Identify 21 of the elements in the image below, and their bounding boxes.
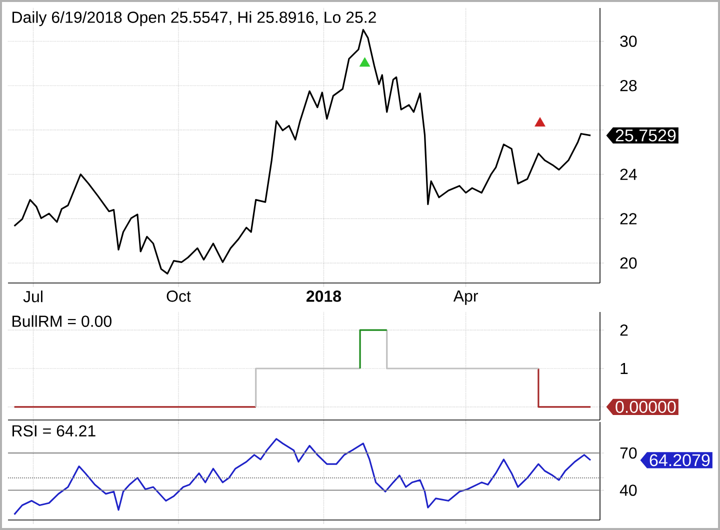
line-series: [14, 438, 592, 516]
y-tick-label: 40: [620, 484, 637, 496]
y-tick-label: 28: [620, 80, 637, 92]
chart-title: RSI = 64.21: [12, 425, 96, 437]
chart-title: BullRM = 0.00: [12, 315, 112, 327]
x-tick-label: Apr: [453, 290, 478, 305]
y-tick-label: 1: [620, 362, 628, 374]
x-tick-label: Oct: [166, 290, 191, 302]
annotation: 25.7529: [616, 129, 676, 142]
text: 64.2079: [650, 454, 710, 466]
annotation: 0.00000: [616, 400, 676, 413]
line-series: [14, 28, 592, 274]
y-tick-label: 2: [620, 324, 628, 336]
y-tick-label: 24: [620, 168, 637, 180]
y-tick-label: 22: [620, 213, 637, 224]
x-tick-label: Jul: [23, 290, 42, 302]
y-tick-label: 30: [620, 36, 637, 47]
y-tick-label: 70: [620, 447, 637, 459]
x-tick-label: 2018: [306, 290, 342, 302]
y-tick-label: 20: [620, 257, 637, 269]
chart-title: Daily 6/19/2018 Open 25.5547, Hi 25.8916, Lo 25.2: [12, 11, 376, 26]
